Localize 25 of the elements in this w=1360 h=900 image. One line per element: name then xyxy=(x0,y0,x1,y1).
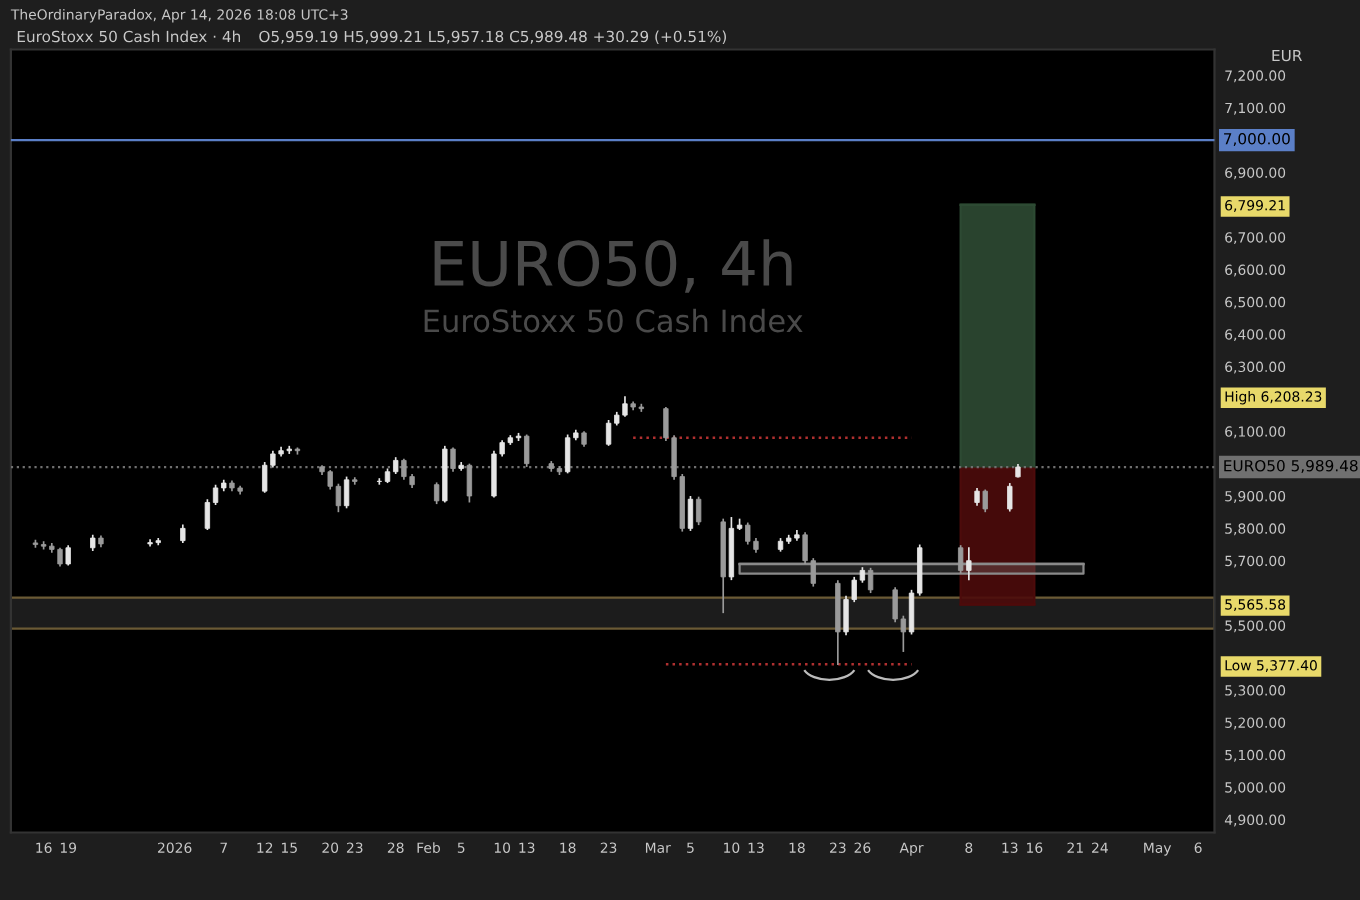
candlestick xyxy=(180,523,186,544)
candlestick xyxy=(695,495,702,526)
candlestick xyxy=(343,475,350,510)
candlestick xyxy=(401,457,407,481)
candlestick xyxy=(466,462,473,504)
candlestick xyxy=(745,521,751,546)
candlestick xyxy=(982,488,988,514)
candlestick xyxy=(524,433,530,468)
candlestick xyxy=(605,419,612,447)
candlestick xyxy=(65,544,71,567)
candlestick xyxy=(376,477,382,486)
candlestick xyxy=(1007,482,1013,513)
candlestick xyxy=(622,395,628,418)
candlestick xyxy=(450,446,456,473)
candlestick xyxy=(491,449,497,499)
candlestick xyxy=(687,495,694,532)
annotation: EuroStoxx 50 Cash Index xyxy=(424,308,803,333)
candlestick xyxy=(867,566,874,594)
candlestick xyxy=(564,433,571,475)
candlestick xyxy=(57,546,63,568)
candlestick xyxy=(966,546,972,581)
candlestick xyxy=(957,544,964,575)
candlestick xyxy=(433,481,440,505)
annotation: EURO50, 4h xyxy=(434,239,792,293)
candlestick xyxy=(262,461,268,494)
